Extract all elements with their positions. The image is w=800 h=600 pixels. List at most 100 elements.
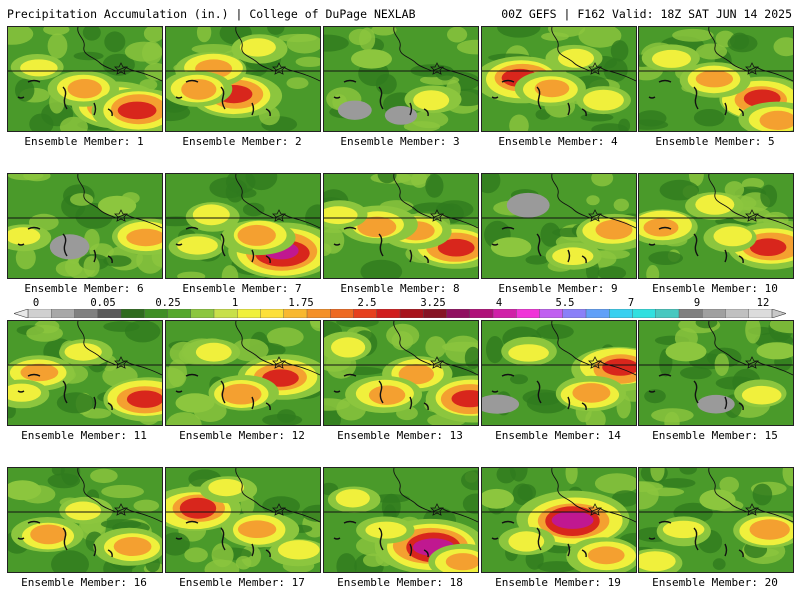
coastline <box>708 27 793 82</box>
precip-contour <box>565 468 578 485</box>
lake-outline <box>423 108 429 117</box>
lake-outline <box>93 396 97 410</box>
lake-outline <box>185 79 199 83</box>
precip-map <box>639 468 793 572</box>
lake-outline <box>343 373 357 377</box>
lake-outline <box>251 249 255 263</box>
precip-contour <box>580 113 614 122</box>
precip-contour <box>646 265 660 278</box>
island-outline <box>430 503 444 516</box>
precip-contour <box>331 337 366 358</box>
lake-outline <box>251 396 255 410</box>
island-outline <box>745 209 759 222</box>
lake-outline <box>409 249 413 263</box>
colorbar-cell <box>423 309 447 318</box>
island-outline <box>114 356 128 369</box>
lake-outline <box>185 520 199 524</box>
colorbar-cell <box>97 309 122 318</box>
precip-contour <box>103 255 132 267</box>
precip-contour <box>572 383 611 403</box>
precip-contour <box>220 383 262 405</box>
precip-contour <box>741 178 765 190</box>
colorbar-cell <box>702 309 726 318</box>
precip-contour <box>659 478 696 488</box>
precip-contour <box>195 342 232 362</box>
precip-map <box>639 27 793 131</box>
precip-contour <box>482 394 520 414</box>
lake-outline <box>693 380 699 404</box>
colorbar-right-arrow <box>771 309 786 318</box>
precip-contour <box>595 219 633 240</box>
precip-map <box>8 321 162 425</box>
precip-contour <box>591 174 614 187</box>
colorbar-cell <box>492 309 517 318</box>
colorbar-cell <box>237 309 261 318</box>
precip-map <box>482 321 636 425</box>
precip-contour <box>262 413 303 425</box>
lake-outline <box>501 520 515 524</box>
precip-contour <box>324 206 358 225</box>
island-outline <box>588 356 602 369</box>
colorbar-cell <box>725 309 750 318</box>
precip-contour <box>56 392 95 414</box>
precip-contour <box>196 27 212 43</box>
precip-contour <box>396 174 431 186</box>
ensemble-member-label: Ensemble Member: 10 <box>652 282 778 295</box>
precip-map <box>166 468 320 572</box>
precip-contour <box>537 561 577 572</box>
precip-contour <box>179 497 217 519</box>
precip-contour <box>583 89 624 111</box>
precip-contour <box>391 331 414 351</box>
lake-outline <box>491 96 499 99</box>
precip-contour <box>610 40 629 62</box>
lake-outline <box>738 549 744 558</box>
precip-contour <box>83 255 100 277</box>
lake-outline <box>107 402 113 411</box>
precip-contour <box>534 79 570 98</box>
ensemble-member-label: Ensemble Member: 19 <box>495 576 621 589</box>
precip-contour <box>403 121 441 131</box>
precip-contour <box>752 483 773 506</box>
coastline <box>708 174 793 229</box>
lake-outline <box>738 108 744 117</box>
precip-contour <box>144 63 162 81</box>
lake-outline <box>175 96 183 99</box>
precip-contour <box>73 51 104 61</box>
precip-contour <box>371 27 397 36</box>
lake-outline <box>648 537 656 540</box>
precip-contour <box>586 195 600 206</box>
precip-contour <box>126 228 162 247</box>
lake-outline <box>265 549 271 558</box>
precip-contour <box>497 27 541 38</box>
precip-contour <box>664 411 680 425</box>
precip-contour <box>368 385 406 405</box>
island-outline <box>114 503 128 516</box>
lake-outline <box>567 396 571 410</box>
precip-map <box>324 174 478 278</box>
precip-map <box>482 468 636 572</box>
precip-map <box>166 27 320 131</box>
ensemble-member-label: Ensemble Member: 5 <box>655 135 775 148</box>
precip-contour <box>82 27 101 41</box>
ensemble-member-label: Ensemble Member: 7 <box>182 282 302 295</box>
precip-contour <box>266 327 304 347</box>
precip-contour <box>242 202 265 217</box>
precip-contour <box>237 520 277 538</box>
coastline <box>551 468 636 523</box>
precip-contour <box>166 532 190 556</box>
precip-contour <box>208 479 245 497</box>
ensemble-member-label: Ensemble Member: 20 <box>652 576 778 589</box>
island-outline <box>430 62 444 75</box>
precip-contour <box>506 192 550 218</box>
precip-contour <box>464 346 478 369</box>
ensemble-member-panel <box>323 467 479 573</box>
colorbar-cell <box>306 309 331 318</box>
map-title: Precipitation Accumulation (in.) | Colle… <box>7 7 416 21</box>
precip-contour <box>461 470 478 491</box>
precip-contour <box>425 174 444 198</box>
lake-outline <box>333 96 341 99</box>
ensemble-member-label: Ensemble Member: 8 <box>340 282 460 295</box>
precip-contour <box>335 489 370 508</box>
lake-outline <box>648 243 656 246</box>
coastline <box>235 27 320 82</box>
